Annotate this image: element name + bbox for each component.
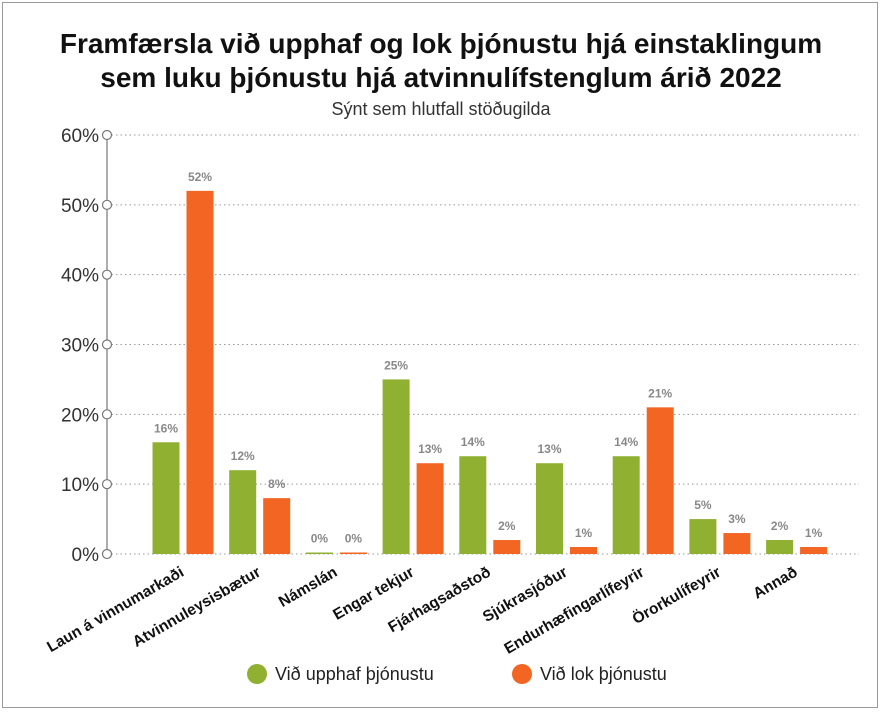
bar-end: [263, 498, 291, 554]
bar-start: [382, 379, 410, 554]
legend-label: Við upphaf þjónustu: [275, 664, 434, 684]
data-labels: 16% 52% 12% 8% 0% 0% 25% 13% 14% 2% 13% 1% 14% 21% 5% 3…: [154, 170, 823, 546]
x-tick-label: Endurhæfingarlífeyrir: [501, 564, 647, 658]
data-label: 25%: [384, 358, 408, 372]
chart: Framfærsla við upphaf og lok þjónustu hj…: [44, 28, 859, 684]
data-label: 21%: [648, 386, 672, 400]
y-tick-label: 0%: [72, 545, 100, 566]
y-tick-marker: [101, 199, 113, 210]
x-tick-label: Laun á vinnumarkaði: [44, 564, 187, 656]
data-label: 0%: [311, 532, 329, 546]
data-label: 1%: [575, 526, 593, 540]
y-tick-label: 10%: [61, 475, 99, 496]
bar-start: [305, 552, 333, 554]
bar-end: [723, 533, 751, 554]
legend-marker: [512, 664, 532, 684]
x-tick-label: Atvinnuleysisbætur: [130, 564, 264, 651]
data-label: 3%: [728, 512, 746, 526]
y-tick-marker: [101, 269, 113, 280]
data-label: 8%: [268, 477, 286, 491]
bar-end: [493, 540, 521, 554]
bar-start: [766, 540, 794, 554]
data-label: 13%: [418, 442, 442, 456]
y-tick-marker: [101, 129, 113, 141]
bar-start: [229, 470, 257, 554]
bar-end: [339, 552, 367, 554]
data-label: 52%: [188, 170, 212, 184]
chart-title-line-1: Framfærsla við upphaf og lok þjónustu hj…: [60, 28, 822, 59]
y-tick-label: 30%: [61, 336, 99, 357]
data-label: 2%: [498, 519, 516, 533]
data-label: 2%: [771, 519, 789, 533]
chart-subtitle: Sýnt sem hlutfall stöðugilda: [331, 99, 551, 119]
legend-label: Við lok þjónustu: [540, 664, 667, 684]
data-label: 16%: [154, 421, 178, 435]
y-tick-label: 50%: [61, 196, 99, 217]
data-label: 0%: [345, 532, 363, 546]
y-axis: 0% 10% 20% 30% 40% 50% 60%: [61, 126, 113, 566]
data-label: 12%: [231, 449, 255, 463]
legend-marker: [247, 664, 267, 684]
legend: Við upphaf þjónustu Við lok þjónustu: [247, 664, 667, 684]
bar-end: [570, 547, 597, 554]
x-tick-label: Námslán: [276, 564, 340, 611]
bar-start: [459, 456, 487, 554]
y-tick-label: 60%: [61, 126, 99, 147]
y-tick-marker: [101, 409, 113, 420]
data-label: 14%: [461, 435, 485, 449]
bar-end: [416, 463, 444, 554]
data-label: 1%: [805, 526, 823, 540]
x-tick-label: Annað: [750, 564, 800, 603]
bar-start: [152, 442, 180, 554]
bar-end: [800, 547, 828, 554]
data-label: 13%: [537, 442, 561, 456]
y-tick-label: 40%: [61, 266, 99, 287]
bar-start: [689, 519, 717, 554]
bar-end: [186, 190, 214, 554]
bars: [152, 190, 828, 554]
y-tick-marker: [101, 339, 113, 350]
bar-start: [612, 456, 640, 554]
y-tick-marker: [101, 479, 113, 490]
bar-end: [646, 407, 674, 554]
bar-start: [536, 463, 563, 554]
chart-title-line-2: sem luku þjónustu hjá atvinnulífstenglum…: [100, 62, 781, 93]
y-tick-marker: [101, 548, 113, 560]
data-label: 14%: [614, 435, 638, 449]
y-tick-label: 20%: [61, 405, 99, 426]
data-label: 5%: [694, 498, 712, 512]
